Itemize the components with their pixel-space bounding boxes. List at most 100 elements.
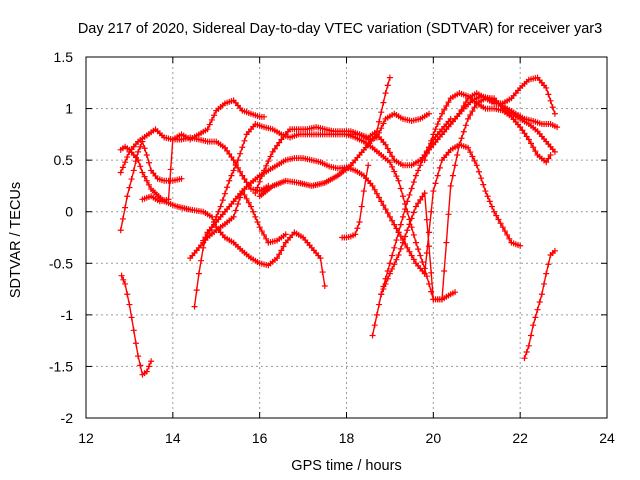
data-point — [443, 102, 450, 109]
data-point — [543, 84, 550, 91]
data-point — [234, 200, 241, 207]
data-point — [410, 179, 417, 186]
y-tick-label: 0 — [65, 204, 73, 220]
data-point — [430, 188, 437, 195]
data-point — [425, 229, 432, 236]
data-point — [541, 280, 548, 287]
data-point — [319, 269, 326, 276]
data-point — [417, 196, 424, 203]
data-point — [465, 144, 472, 151]
data-point — [406, 248, 413, 255]
data-point — [393, 237, 400, 244]
data-point — [501, 228, 508, 235]
data-point — [386, 260, 393, 267]
chart-title: Day 217 of 2020, Sidereal Day-to-day VTE… — [78, 21, 602, 37]
y-tick-label: -1.5 — [49, 358, 73, 374]
data-point — [228, 172, 235, 179]
data-point — [425, 243, 432, 250]
data-point — [135, 353, 142, 360]
series-sat-j — [256, 93, 561, 200]
data-point — [488, 203, 495, 210]
data-point — [211, 112, 218, 119]
data-point — [480, 181, 487, 188]
data-point — [547, 151, 554, 158]
data-point — [386, 149, 393, 156]
data-point — [384, 82, 391, 89]
data-point — [456, 110, 463, 117]
data-point — [135, 148, 142, 155]
data-point — [415, 200, 422, 207]
data-point — [543, 270, 550, 277]
data-point — [432, 180, 439, 187]
data-point — [382, 280, 389, 287]
data-point — [528, 332, 535, 339]
data-point — [408, 252, 415, 259]
data-point — [204, 230, 211, 237]
data-point — [252, 213, 259, 220]
data-point — [551, 148, 558, 155]
data-point — [545, 155, 552, 162]
data-point — [382, 141, 389, 148]
data-point — [237, 194, 244, 201]
data-point — [545, 91, 552, 98]
series-sat-n — [421, 90, 554, 166]
series-sat-c — [117, 143, 328, 289]
data-point — [517, 242, 524, 249]
data-point — [378, 198, 385, 205]
data-point — [371, 322, 378, 329]
data-point — [525, 136, 532, 143]
data-point — [410, 256, 417, 263]
data-point — [274, 255, 281, 262]
series-line — [142, 99, 264, 203]
data-point — [404, 198, 411, 205]
data-point — [254, 219, 261, 226]
data-point — [258, 228, 265, 235]
data-point — [267, 153, 274, 160]
data-point — [143, 151, 150, 158]
data-point — [137, 143, 144, 150]
data-point — [373, 190, 380, 197]
tick-layer: 12 14 16 18 20 22 24 -2 -1.5 -1 -0.5 0 0.5 1 1.5 — [49, 49, 615, 446]
data-point — [321, 282, 328, 289]
data-layer — [117, 74, 561, 378]
series-sat-p — [521, 247, 558, 362]
data-point — [237, 150, 244, 157]
data-point — [369, 332, 376, 339]
data-point — [462, 122, 469, 129]
data-point — [404, 227, 411, 234]
data-point — [402, 206, 409, 213]
data-point — [445, 211, 452, 218]
data-point — [462, 99, 469, 106]
data-point — [126, 301, 133, 308]
data-point — [421, 157, 428, 164]
data-point — [454, 151, 461, 158]
data-point — [419, 193, 426, 200]
data-point — [369, 182, 376, 189]
data-point — [254, 184, 261, 191]
data-point — [547, 97, 554, 104]
data-point — [467, 112, 474, 119]
data-point — [523, 133, 530, 140]
data-point — [261, 231, 268, 238]
data-point — [145, 181, 152, 188]
data-point — [432, 126, 439, 133]
data-point — [499, 224, 506, 231]
data-point — [467, 149, 474, 156]
data-point — [126, 184, 133, 191]
data-point — [534, 306, 541, 313]
data-point — [384, 275, 391, 282]
data-point — [208, 116, 215, 123]
data-point — [363, 175, 370, 182]
data-point — [415, 246, 422, 253]
data-point — [139, 169, 146, 176]
data-point — [167, 166, 174, 173]
data-point — [491, 208, 498, 215]
data-point — [202, 234, 209, 241]
y-tick-label: 1.5 — [54, 49, 74, 65]
series-sat-i — [252, 110, 432, 197]
data-point — [386, 213, 393, 220]
data-point — [458, 135, 465, 142]
data-point — [469, 108, 476, 115]
data-point — [406, 221, 413, 228]
